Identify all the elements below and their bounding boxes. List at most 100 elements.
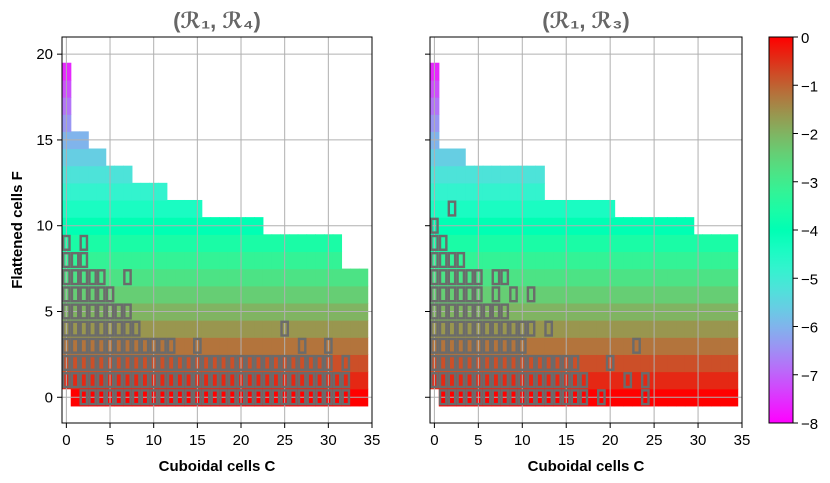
heatmap-cell xyxy=(227,337,238,355)
heatmap-cell xyxy=(720,337,730,355)
heatmap-cell xyxy=(131,354,142,373)
highlight-outline xyxy=(544,372,554,389)
heatmap-cell xyxy=(158,251,168,270)
heatmap-cell xyxy=(96,320,107,338)
heatmap-cell xyxy=(96,199,107,218)
heatmap-cell xyxy=(297,337,308,355)
heatmap-cell xyxy=(526,165,537,184)
colorbar: 0 −1 −2 −3 −4 −5 −6 −7 −8 xyxy=(768,30,818,433)
heatmap-cell xyxy=(614,285,624,304)
heatmap-cell xyxy=(702,251,712,270)
highlight-outline xyxy=(482,320,492,337)
heatmap-cell xyxy=(553,354,563,373)
heatmap-cell xyxy=(96,371,107,390)
heatmap-cell xyxy=(123,268,133,287)
heatmap-cell xyxy=(544,285,554,304)
heatmap-cell xyxy=(219,354,229,373)
heatmap-cell xyxy=(114,354,124,373)
heatmap-cell xyxy=(720,251,730,270)
highlight-outline xyxy=(517,354,527,372)
heatmap-cell xyxy=(210,354,220,373)
heatmap-cell xyxy=(315,234,325,253)
highlight-outline xyxy=(306,354,316,372)
heatmap-cell xyxy=(588,354,598,373)
heatmap-cell xyxy=(332,337,343,355)
heatmap-cell xyxy=(632,337,642,355)
heatmap-cell xyxy=(96,234,107,253)
heatmap-cell xyxy=(70,148,81,167)
heatmap-cell xyxy=(245,234,255,253)
left-x-axis-label: Cuboidal cells C xyxy=(159,458,276,475)
heatmap-cell xyxy=(79,251,89,270)
x-tick-label: 35 xyxy=(734,432,751,449)
heatmap-cell xyxy=(588,251,598,270)
heatmap-cell xyxy=(684,285,695,304)
highlight-outline xyxy=(323,337,333,354)
heatmap-cell xyxy=(711,268,721,287)
highlight-outline xyxy=(280,372,290,389)
heatmap-cell xyxy=(702,354,712,373)
heatmap-cell xyxy=(262,268,273,287)
heatmap-cell xyxy=(79,148,89,167)
highlight-outline xyxy=(297,354,307,372)
heatmap-cell xyxy=(676,371,686,390)
heatmap-cell xyxy=(70,354,81,373)
heatmap-cell xyxy=(482,251,493,270)
highlight-outline xyxy=(105,303,115,320)
heatmap-cell xyxy=(88,320,98,338)
heatmap-cell xyxy=(658,320,668,338)
highlight-outline xyxy=(640,389,650,406)
highlight-outline xyxy=(62,234,71,251)
heatmap-cell xyxy=(570,234,581,253)
heatmap-cell xyxy=(596,285,607,304)
highlight-outline xyxy=(114,320,124,337)
heatmap-cell xyxy=(614,234,624,253)
y-tick-label: 5 xyxy=(45,303,53,320)
heatmap-cell xyxy=(447,371,457,390)
heatmap-cell xyxy=(588,268,598,287)
left-y-axis-label: Flattened cells F xyxy=(9,171,26,289)
highlight-outline xyxy=(430,234,439,251)
heatmap-cell xyxy=(297,285,308,304)
heatmap-cell xyxy=(175,371,185,390)
heatmap-cell xyxy=(658,251,668,270)
highlight-outline xyxy=(430,320,439,337)
heatmap-cell xyxy=(123,285,133,304)
heatmap-cell xyxy=(632,320,642,338)
heatmap-cell xyxy=(289,320,299,338)
heatmap-cell xyxy=(140,234,150,253)
highlight-outline xyxy=(149,354,159,372)
highlight-outline xyxy=(517,320,527,337)
heatmap-cell xyxy=(358,268,369,287)
highlight-outline xyxy=(438,337,448,354)
heatmap-cell xyxy=(341,268,351,287)
heatmap-cell xyxy=(447,268,457,287)
highlight-outline xyxy=(465,354,474,372)
heatmap-cell xyxy=(553,320,563,338)
highlight-outline xyxy=(245,354,255,372)
heatmap-cell xyxy=(702,234,712,253)
highlight-outline xyxy=(62,354,71,372)
heatmap-cell xyxy=(245,268,255,287)
heatmap-cell xyxy=(297,371,308,390)
highlight-outline xyxy=(105,389,115,406)
highlight-outline xyxy=(623,372,633,389)
x-tick-label: 0 xyxy=(430,432,438,449)
highlight-outline xyxy=(447,389,457,406)
heatmap-cell xyxy=(500,354,510,373)
heatmap-cell xyxy=(711,337,721,355)
heatmap-cell xyxy=(438,199,449,218)
heatmap-cell xyxy=(297,251,308,270)
heatmap-cell xyxy=(667,337,677,355)
highlight-outline xyxy=(149,337,159,354)
heatmap-cell xyxy=(175,234,185,253)
heatmap-cell xyxy=(553,371,563,390)
heatmap-cell xyxy=(491,354,501,373)
heatmap-cell xyxy=(491,234,501,253)
heatmap-cell xyxy=(614,320,624,338)
heatmap-cell xyxy=(570,354,581,373)
highlight-outline xyxy=(123,303,132,320)
heatmap-cell xyxy=(289,337,299,355)
heatmap-cell xyxy=(210,285,220,304)
heatmap-cell xyxy=(526,285,537,304)
